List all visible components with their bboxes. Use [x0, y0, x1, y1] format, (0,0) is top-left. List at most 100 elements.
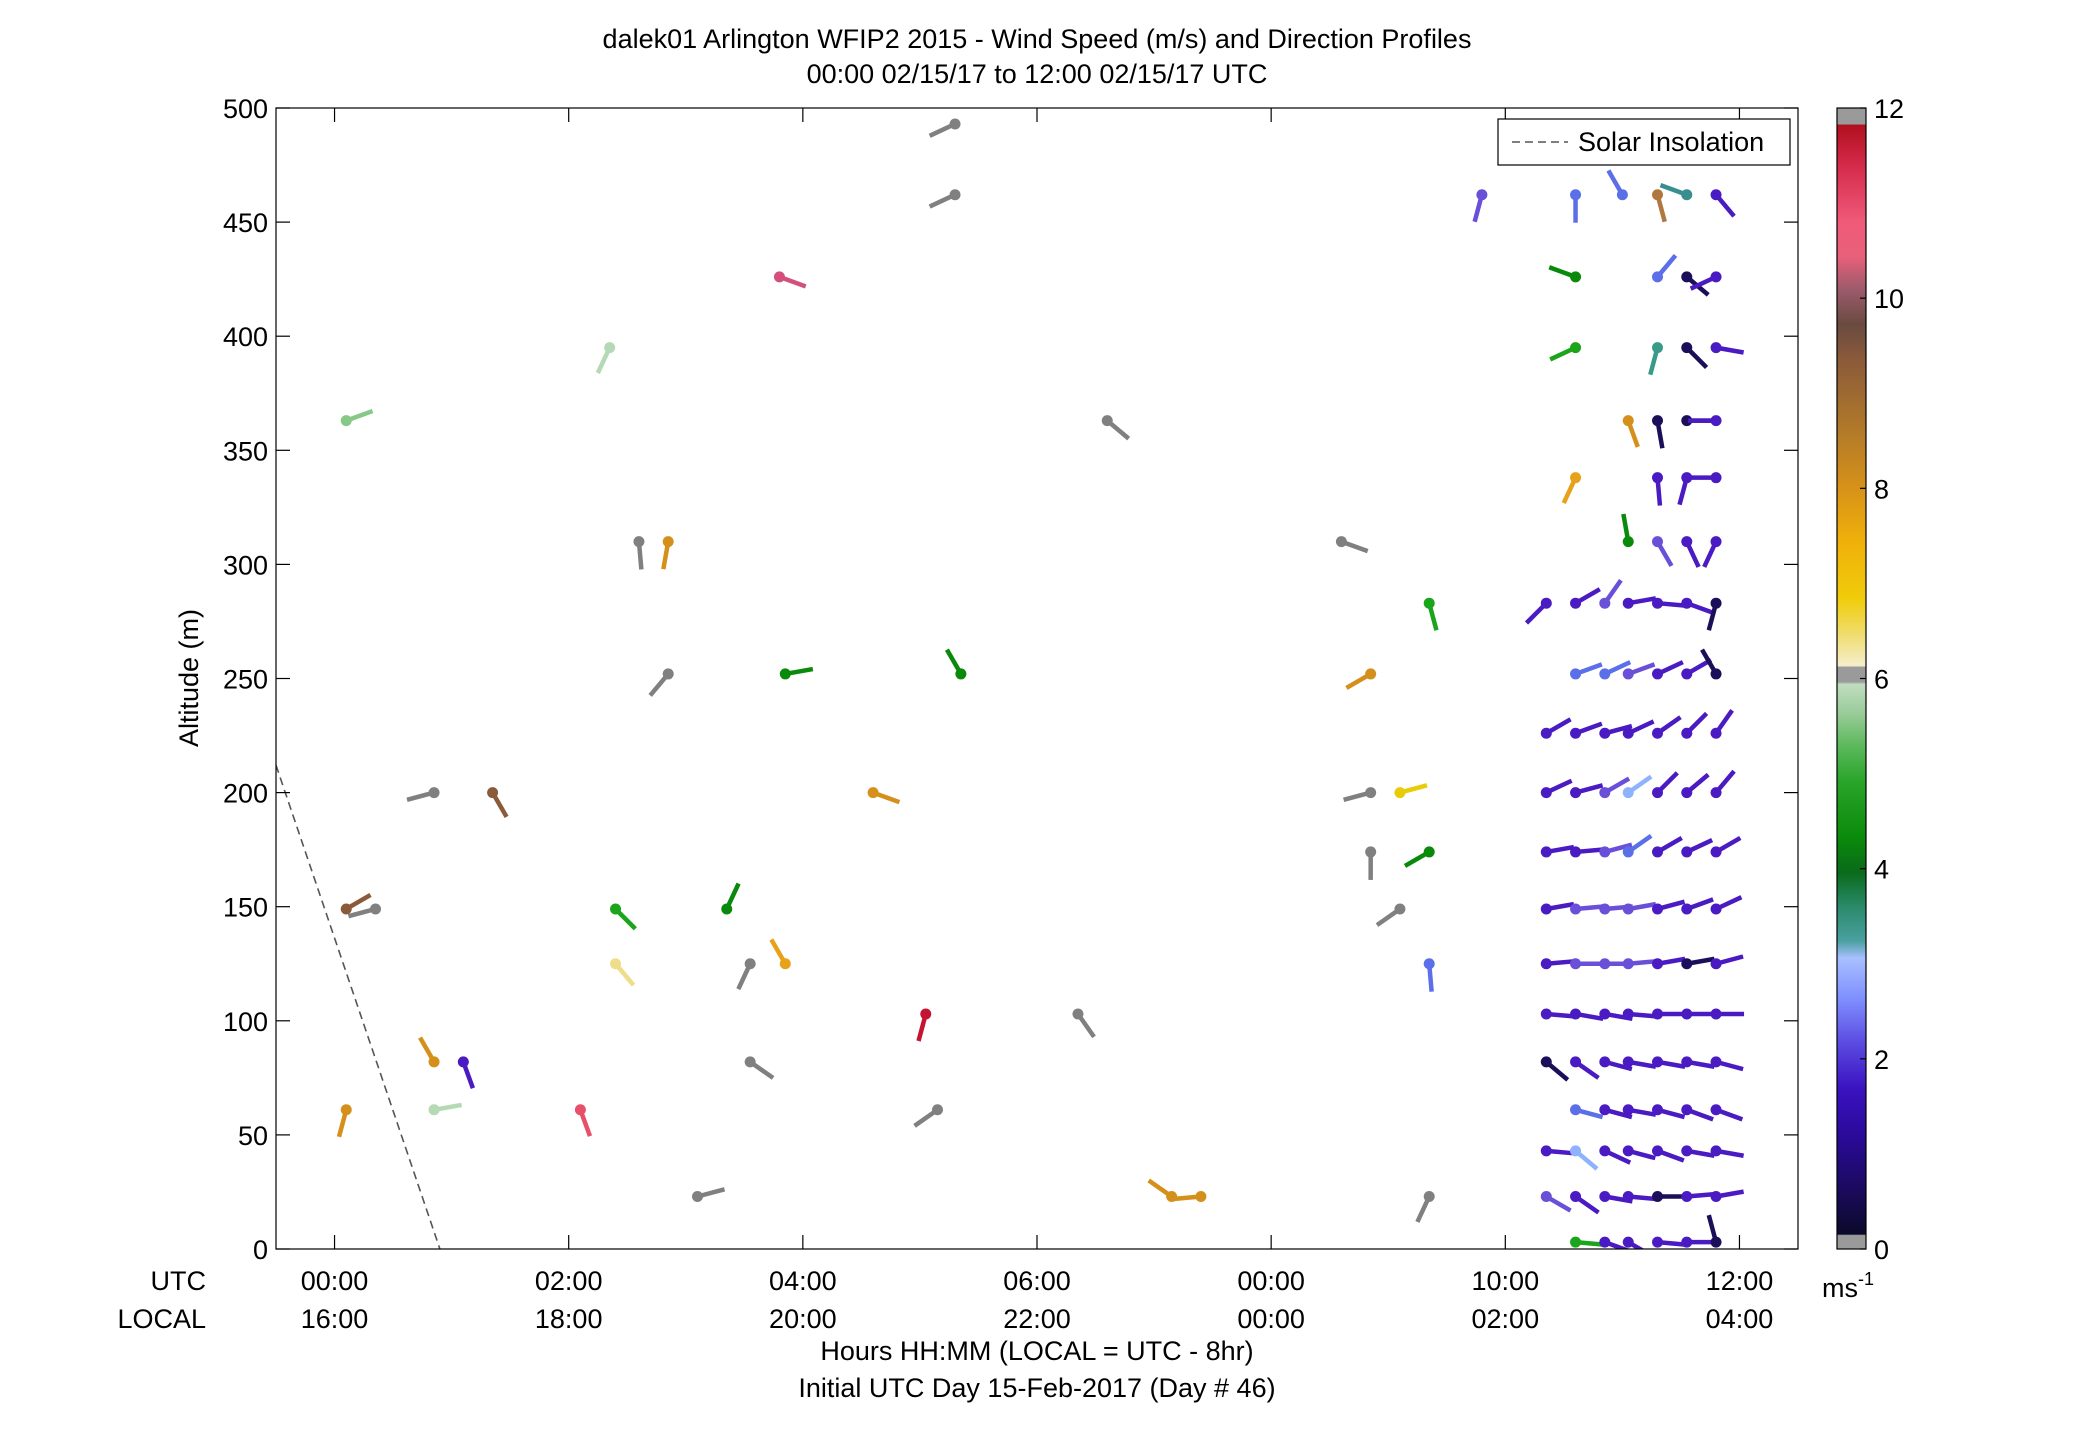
wind-barb: [457, 1056, 476, 1089]
wind-barb: [406, 787, 440, 803]
wind-barb: [610, 958, 636, 987]
wind-barb-dot: [1710, 597, 1722, 609]
wind-barb: [1622, 415, 1640, 448]
wind-barb-dot: [662, 536, 674, 548]
chart-title: dalek01 Arlington WFIP2 2015 - Wind Spee…: [603, 24, 1472, 54]
wind-barb: [1622, 662, 1656, 680]
wind-barb: [661, 536, 674, 570]
y-tick-label: 400: [223, 322, 268, 352]
wind-barb-dot: [1710, 787, 1722, 799]
wind-barb-dot: [1681, 958, 1693, 970]
x-axis-sublabel: Initial UTC Day 15-Feb-2017 (Day # 46): [798, 1373, 1275, 1403]
wind-barb-dot: [1710, 903, 1722, 915]
x-tick-label-local: 18:00: [535, 1304, 603, 1334]
wind-barb: [1681, 536, 1701, 568]
wind-barb: [944, 648, 967, 680]
colorbar-unit-base: ms: [1822, 1273, 1858, 1303]
wind-barb-dot: [691, 1191, 703, 1203]
wind-barb: [1548, 265, 1582, 283]
wind-barb: [1622, 596, 1657, 609]
wind-barb-dot: [1622, 727, 1634, 739]
wind-barb: [1570, 783, 1604, 799]
wind-barb: [1101, 415, 1131, 441]
wind-barb-dot: [1681, 668, 1693, 680]
wind-barb: [1423, 958, 1435, 992]
wind-barb-dot: [1710, 668, 1722, 680]
wind-barb: [1681, 772, 1710, 799]
wind-barb: [1335, 536, 1369, 554]
wind-barb-dot: [1599, 1145, 1611, 1157]
wind-barb-dot: [1710, 271, 1722, 283]
wind-barb: [913, 1104, 943, 1128]
wind-barb-dot: [1681, 903, 1693, 915]
wind-barb-dot: [744, 1056, 756, 1068]
wind-barb: [736, 958, 756, 991]
wind-barb: [1652, 956, 1686, 970]
wind-barb-dot: [1365, 846, 1377, 858]
wind-barb-dot: [1570, 903, 1582, 915]
wind-barb-dot: [1570, 472, 1582, 484]
wind-barb-dot: [1652, 1104, 1664, 1116]
wind-barb: [1606, 169, 1628, 201]
wind-barb-dot: [1540, 1056, 1552, 1068]
wind-barb: [1652, 660, 1684, 680]
wind-barb-dot: [574, 1104, 586, 1116]
wind-barb: [1677, 472, 1693, 506]
wind-barb: [340, 408, 374, 427]
wind-barb: [1710, 954, 1744, 970]
wind-barb: [1524, 597, 1552, 625]
x-tick-label-utc: 00:00: [301, 1266, 369, 1296]
wind-barb-dot: [1570, 1145, 1582, 1157]
wind-barb-dot: [662, 668, 674, 680]
wind-barb-dot: [428, 1056, 440, 1068]
wind-barb: [595, 342, 616, 374]
wind-barb: [1570, 1145, 1599, 1171]
wind-barb: [1622, 1145, 1656, 1161]
legend-box: [1497, 118, 1791, 166]
wind-barb: [1622, 1056, 1657, 1069]
wind-barb: [1622, 901, 1657, 915]
y-tick-label: 300: [223, 550, 268, 580]
wind-barb-dot: [1540, 958, 1552, 970]
x-tick-label-utc: 02:00: [535, 1266, 603, 1296]
wind-barb-dot: [1599, 787, 1611, 799]
wind-barb-dot: [1570, 846, 1582, 858]
wind-barb-dot: [610, 903, 622, 915]
colorbar-tick-label: 12: [1874, 94, 1904, 124]
wind-barb-dot: [1622, 846, 1634, 858]
wind-barb-dot: [1365, 668, 1377, 680]
wind-barb-dot: [1681, 415, 1693, 427]
wind-barb-dot: [1101, 415, 1113, 427]
y-tick-label: 150: [223, 893, 268, 923]
wind-barb: [633, 536, 645, 570]
wind-barb: [1472, 189, 1488, 223]
wind-barb-dot: [1681, 536, 1693, 548]
wind-barb-dot: [633, 536, 645, 548]
wind-barb-dot: [1681, 342, 1693, 354]
wind-barb: [1561, 472, 1582, 505]
wind-barb-dot: [1622, 1056, 1634, 1068]
wind-barb: [1652, 597, 1686, 609]
wind-barb-dot: [1681, 1145, 1693, 1157]
wind-barb: [1648, 342, 1664, 376]
wind-barb-dot: [1335, 536, 1347, 548]
wind-barb: [1599, 660, 1632, 680]
wind-barb: [928, 189, 961, 209]
wind-barb-dot: [949, 118, 961, 130]
wind-barb-dot: [1423, 846, 1435, 858]
y-tick-label: 50: [238, 1121, 268, 1151]
wind-barb-dot: [1710, 727, 1722, 739]
x-tick-label-utc: 10:00: [1472, 1266, 1540, 1296]
wind-barb-dot: [1652, 958, 1664, 970]
wind-barb: [340, 893, 372, 915]
y-tick-label: 200: [223, 779, 268, 809]
wind-barb: [769, 938, 791, 970]
wind-barb: [1622, 774, 1653, 799]
wind-barb-dot: [1599, 1104, 1611, 1116]
wind-barb-dot: [1710, 189, 1722, 201]
wind-barb-dot: [604, 342, 616, 354]
x-tick-label-local: 00:00: [1237, 1304, 1305, 1334]
wind-barb: [1540, 778, 1573, 799]
wind-barb: [1710, 1189, 1745, 1203]
chart-subtitle: 00:00 02/15/17 to 12:00 02/15/17 UTC: [807, 59, 1268, 89]
